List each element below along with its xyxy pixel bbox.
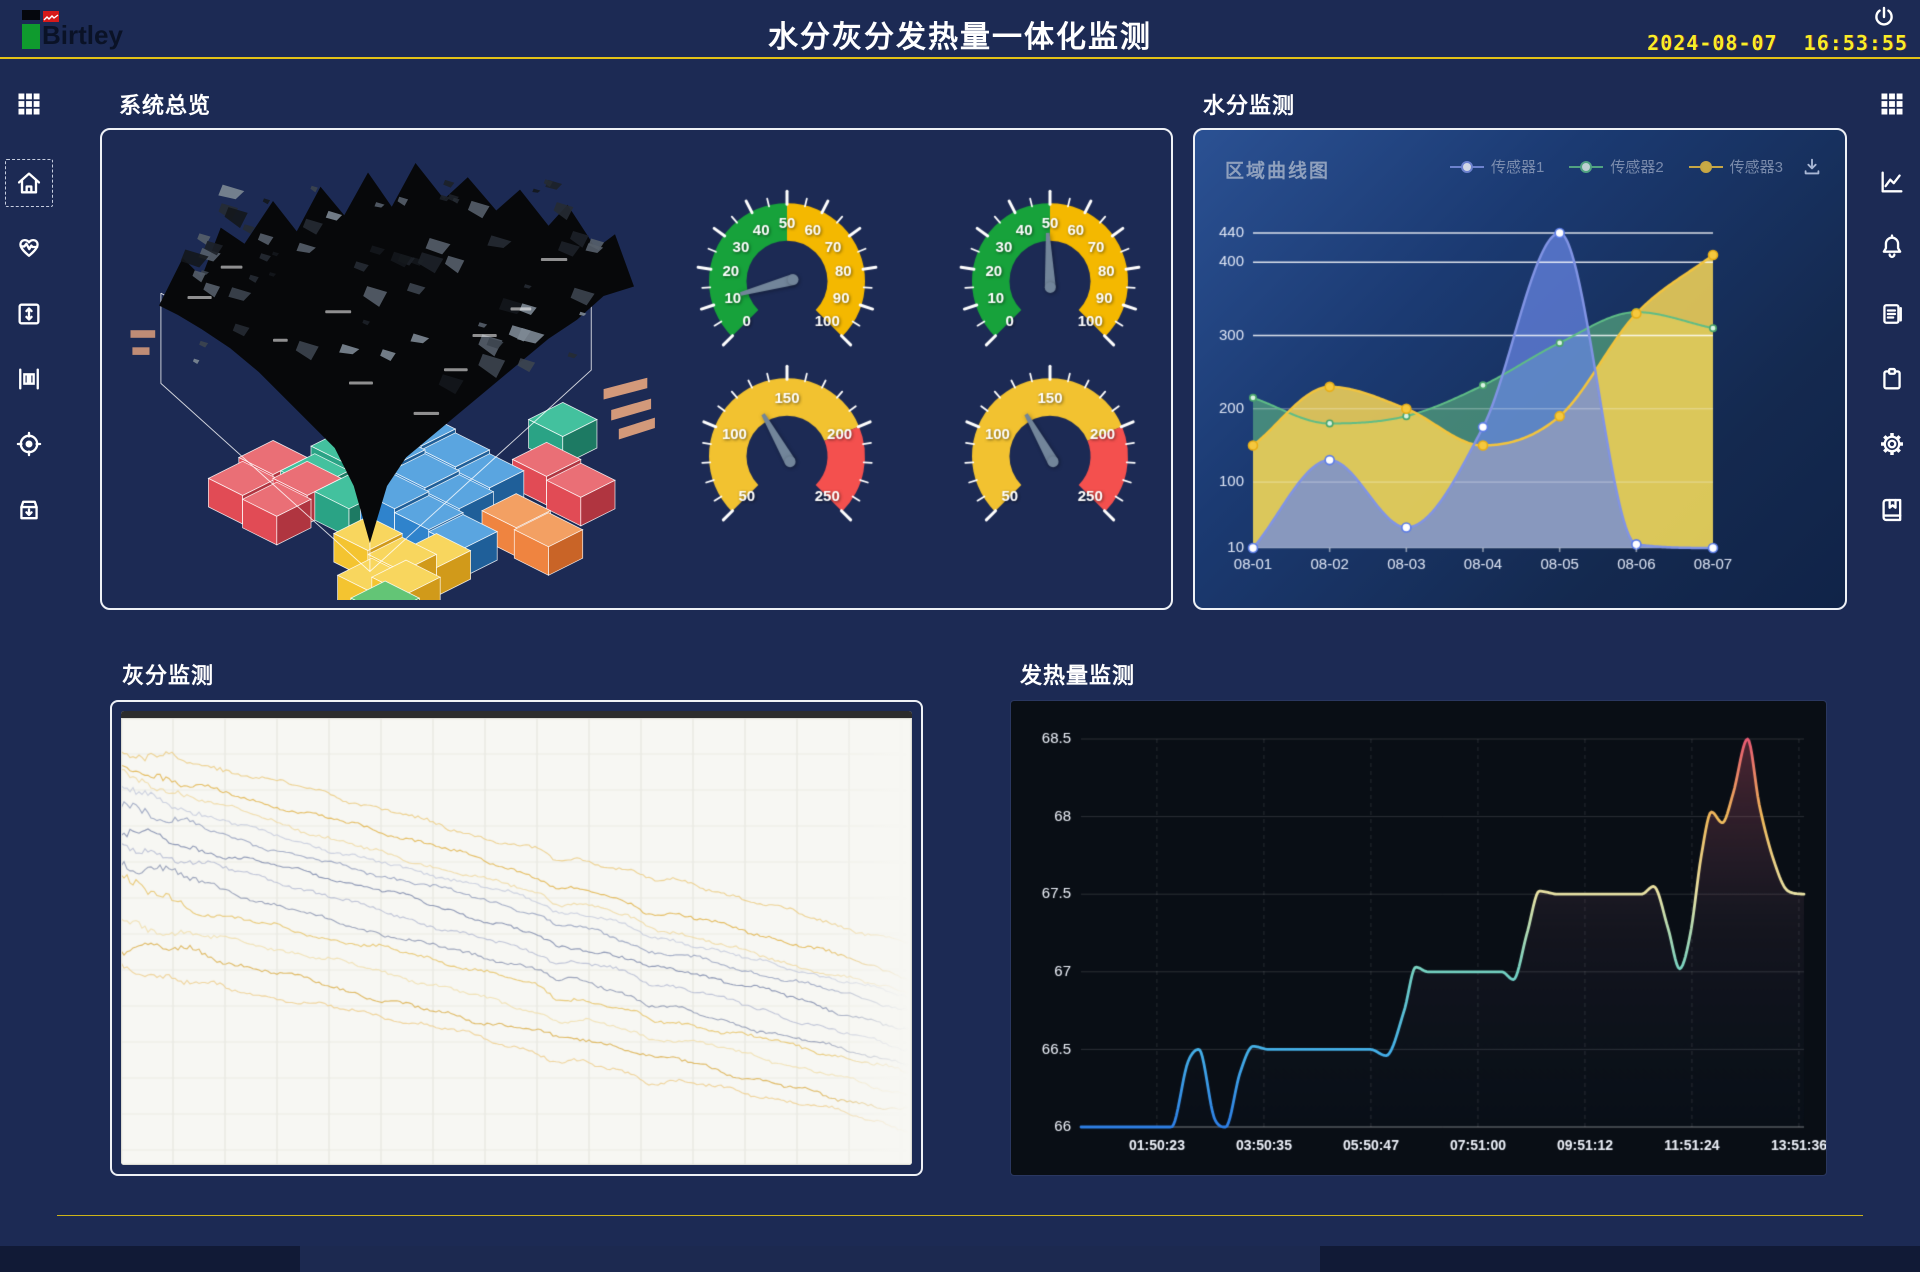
coal-3d-visualization	[114, 144, 679, 645]
brand-logo: Birtley	[22, 6, 152, 52]
bell-icon	[1882, 234, 1901, 259]
moisture-legend: 传感器1 传感器2 传感器3	[1449, 156, 1783, 177]
line-chart-icon	[1881, 171, 1902, 193]
sidebar-item-settings[interactable]	[1869, 421, 1915, 467]
ash-chart-frame	[121, 711, 912, 1165]
time-text: 16:53:55	[1803, 31, 1908, 55]
logo-green-square	[22, 24, 40, 49]
bookmark-book-icon	[1881, 498, 1901, 522]
logo-red-chart-square	[43, 11, 59, 22]
overview-panel	[100, 128, 1173, 645]
legend-marker-icon	[1569, 160, 1604, 173]
ash-panel	[110, 700, 923, 1176]
calorific-panel	[1010, 700, 1827, 1176]
apps-grid-icon	[18, 93, 39, 115]
sidebar-item-report[interactable]	[1869, 291, 1915, 337]
footer-accent-line	[57, 1215, 1863, 1216]
sidebar-item-columns[interactable]	[6, 356, 52, 402]
sidebar-item-target[interactable]	[6, 421, 52, 467]
ash-multiline-chart	[121, 718, 912, 1165]
legend-label: 传感器2	[1610, 159, 1664, 176]
ash-gauge-1	[687, 360, 887, 535]
legend-item-sensor1[interactable]: 传感器1	[1449, 156, 1544, 177]
moisture-gauge-2	[950, 185, 1150, 360]
right-sidebar	[1863, 59, 1920, 1272]
page-title: 水分灰分发热量一体化监测	[768, 21, 1152, 54]
moisture-panel: 区域曲线图 传感器1 传感器2 传感器3	[1193, 128, 1847, 610]
calorific-line-chart	[1011, 701, 1826, 1175]
sidebar-item-health[interactable]	[6, 224, 52, 270]
ruler-icon	[18, 368, 39, 390]
download-icon[interactable]	[1801, 156, 1823, 178]
legend-item-sensor2[interactable]: 传感器2	[1568, 156, 1664, 177]
legend-label: 传感器3	[1729, 159, 1783, 176]
ash-gauge-2	[950, 360, 1150, 535]
home-icon	[17, 172, 40, 194]
footer-bar	[0, 1246, 1920, 1272]
sidebar-item-apps[interactable]	[6, 81, 52, 127]
moisture-area-chart	[1195, 130, 1845, 608]
logo-text: Birtley	[42, 20, 123, 50]
footer-bar-segment	[300, 1246, 1320, 1272]
section-title-overview: 系统总览	[119, 93, 212, 118]
apps-grid-icon	[1881, 93, 1902, 115]
ash-chart-toolbar	[121, 711, 912, 718]
logo-black-square	[22, 10, 40, 20]
sidebar-item-range[interactable]	[6, 291, 52, 337]
power-icon[interactable]	[1872, 5, 1896, 29]
legend-label: 传感器1	[1490, 159, 1545, 176]
target-icon	[16, 431, 41, 457]
sidebar-item-home[interactable]	[4, 159, 53, 207]
sidebar-item-tasks[interactable]	[1869, 356, 1915, 402]
sidebar-item-manual[interactable]	[1869, 487, 1915, 533]
date-text: 2024-08-07	[1647, 31, 1778, 55]
gear-icon	[1880, 433, 1903, 455]
document-icon	[1882, 304, 1902, 324]
left-sidebar	[0, 59, 57, 1272]
section-title-calorific: 发热量监测	[1020, 663, 1136, 688]
sidebar-item-alerts[interactable]	[1869, 224, 1915, 270]
moisture-gauge-1	[687, 185, 887, 360]
logo-zigzag-icon	[43, 14, 59, 21]
section-title-ash: 灰分监测	[122, 663, 215, 688]
header-bar: Birtley 水分灰分发热量一体化监测 2024-08-07 16:53:55	[0, 0, 1920, 59]
sidebar-item-apps-right[interactable]	[1869, 81, 1915, 127]
moisture-card-label: 区域曲线图	[1225, 161, 1331, 182]
legend-marker-icon	[1449, 160, 1484, 173]
section-title-moisture: 水分监测	[1203, 93, 1296, 118]
heart-pulse-icon	[18, 238, 39, 257]
sidebar-item-trend[interactable]	[1869, 159, 1915, 205]
vertical-resize-icon	[18, 303, 39, 325]
legend-marker-icon	[1688, 160, 1723, 173]
archive-download-icon	[19, 500, 38, 520]
clipboard-icon	[1882, 367, 1901, 390]
legend-item-sensor3[interactable]: 传感器3	[1688, 156, 1783, 177]
datetime-display: 2024-08-07 16:53:55	[1647, 31, 1908, 55]
sidebar-item-archive[interactable]	[6, 487, 52, 533]
